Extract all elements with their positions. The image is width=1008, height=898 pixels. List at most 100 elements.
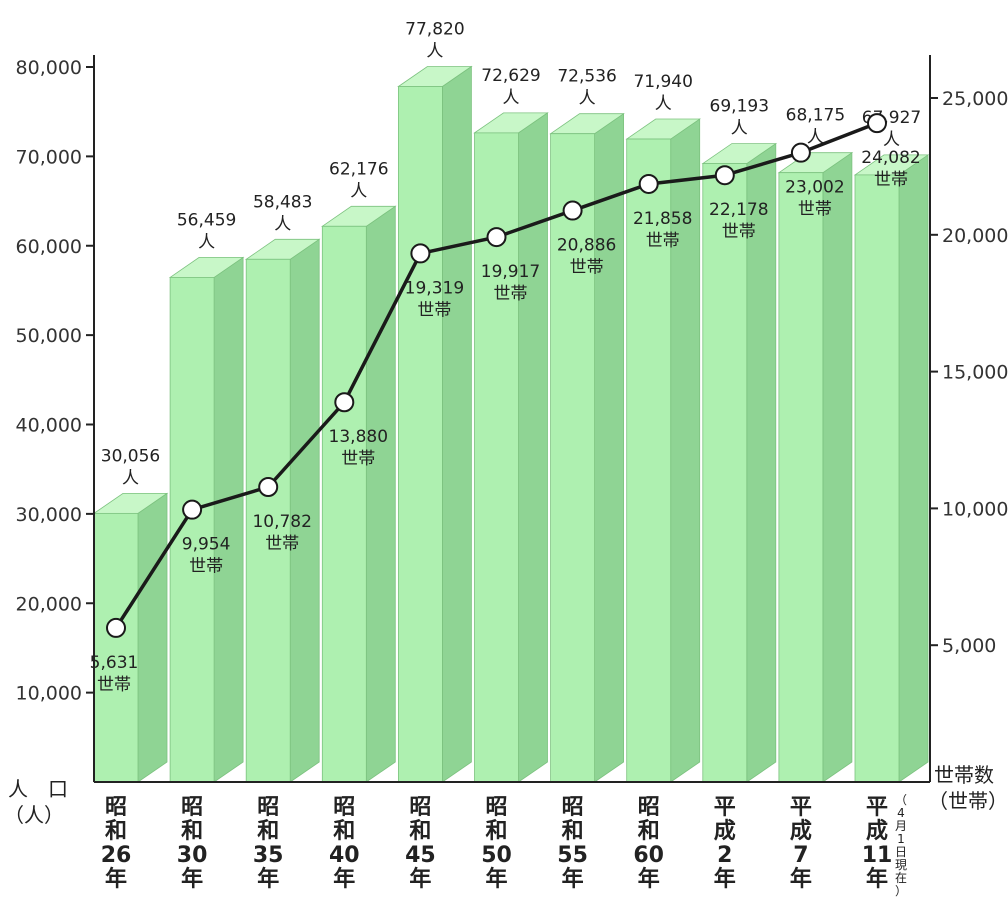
bar-value-label: 72,629 — [481, 66, 540, 86]
category-label: 年 — [181, 866, 203, 892]
bar-unit-label: 人 — [426, 41, 443, 61]
category-note: 4 — [897, 806, 905, 820]
category-label: 60 — [633, 843, 664, 868]
category-label: 35 — [253, 843, 284, 868]
category-label: 昭 — [409, 795, 431, 820]
bar-front — [245, 258, 291, 783]
y-left-tick-label: 40,000 — [16, 415, 82, 437]
bar-front — [778, 172, 824, 783]
line-value-label: 10,782 — [252, 512, 311, 532]
household-point — [562, 200, 583, 221]
bar — [397, 65, 473, 783]
category-label: 年 — [638, 866, 660, 892]
bar-value-label: 30,056 — [101, 446, 160, 466]
bar — [777, 151, 854, 783]
bar — [549, 112, 625, 783]
y-right-tick-label: 5,000 — [942, 635, 996, 657]
line-unit-label: 世帯 — [570, 258, 604, 278]
category-label: 和 — [105, 819, 127, 844]
bar-value-label: 72,536 — [557, 67, 616, 87]
bar-front — [854, 174, 900, 783]
bar-series — [92, 65, 930, 783]
y-right-tick-label: 10,000 — [942, 498, 1008, 520]
household-point — [258, 477, 279, 498]
bar-value-label: 58,483 — [253, 192, 312, 212]
bar-unit-label: 人 — [579, 89, 596, 109]
bar-front — [550, 133, 595, 783]
bar-front — [321, 225, 367, 783]
bar-value-label: 68,175 — [786, 106, 845, 126]
category-label: 昭 — [257, 795, 279, 820]
y-right-tick-label: 15,000 — [942, 362, 1008, 384]
category-label: 和 — [409, 819, 431, 844]
line-value-label: 19,319 — [405, 278, 464, 298]
bar-value-label: 56,459 — [177, 210, 236, 230]
line-unit-label: 世帯 — [874, 170, 908, 190]
line-unit-label: 世帯 — [189, 557, 223, 577]
bar-side — [822, 151, 853, 783]
category-note: 月 — [895, 819, 907, 833]
category-labels: 昭和26年昭和30年昭和35年昭和40年昭和45年昭和50年昭和55年昭和60年… — [101, 793, 907, 898]
category-note: 1 — [897, 832, 905, 846]
bar-side — [441, 65, 472, 783]
category-label: 平 — [714, 795, 736, 820]
line-value-label: 23,002 — [785, 178, 844, 198]
bar — [321, 205, 397, 783]
line-unit-label: 世帯 — [417, 300, 451, 320]
bar — [92, 492, 169, 783]
bar — [244, 238, 321, 783]
line-value-label: 22,178 — [709, 200, 768, 220]
bar-side — [898, 154, 929, 783]
category-label: 7 — [793, 843, 808, 868]
category-label: 45 — [405, 843, 436, 868]
category-label: 30 — [177, 843, 208, 868]
category-label: 11 — [862, 843, 893, 868]
y-left-label: 人 口 — [8, 777, 68, 801]
household-point — [334, 392, 355, 413]
bar-unit-label: 人 — [350, 181, 367, 201]
category-note: 現 — [895, 858, 907, 872]
bar-value-label: 62,176 — [329, 159, 388, 179]
category-label: 2 — [717, 843, 732, 868]
category-label: 昭 — [562, 795, 584, 820]
bar-side — [594, 112, 624, 783]
y-left-unit: （人） — [4, 803, 64, 827]
bar-front — [169, 276, 215, 783]
axes: 10,000 20,000 30,000 40,000 50,000 60,000 70,0… — [16, 55, 1008, 783]
bar — [701, 142, 778, 783]
category-label: 50 — [481, 843, 512, 868]
category-label: 26 — [101, 843, 132, 868]
y-left-tick-label: 60,000 — [16, 236, 82, 258]
y-right-tick-label: 25,000 — [942, 88, 1008, 110]
bar-value-labels: 30,056人56,459人58,483人62,176人77,820人72,62… — [101, 19, 921, 488]
y-right-label: 世帯数 — [934, 763, 994, 787]
category-label: 昭 — [638, 795, 660, 820]
category-label: 年 — [485, 866, 507, 892]
household-point — [410, 243, 431, 264]
bar-side — [213, 256, 244, 783]
category-label: 和 — [562, 819, 584, 844]
bar-side — [137, 492, 168, 783]
bar-unit-label: 人 — [731, 119, 748, 139]
bar-unit-label: 人 — [655, 94, 672, 114]
bar-unit-label: 人 — [883, 130, 900, 150]
y-right-tick-label: 20,000 — [942, 225, 1008, 247]
y-left-tick-label: 50,000 — [16, 325, 82, 347]
line-value-label: 21,858 — [633, 209, 692, 229]
bar-side — [365, 205, 396, 783]
category-label: 昭 — [105, 795, 127, 820]
bar-front — [397, 86, 443, 783]
bar-front — [93, 512, 139, 783]
category-label: 年 — [790, 866, 812, 892]
bar-side — [289, 238, 320, 783]
bar-front — [702, 163, 748, 783]
bar-value-label: 71,940 — [633, 72, 692, 92]
category-label: 年 — [257, 866, 279, 892]
category-label: 平 — [790, 795, 812, 820]
bar — [473, 112, 549, 783]
category-note: （ — [895, 793, 907, 807]
household-point — [790, 142, 811, 163]
line-unit-label: 世帯 — [494, 284, 528, 304]
category-note: 日 — [895, 845, 907, 859]
